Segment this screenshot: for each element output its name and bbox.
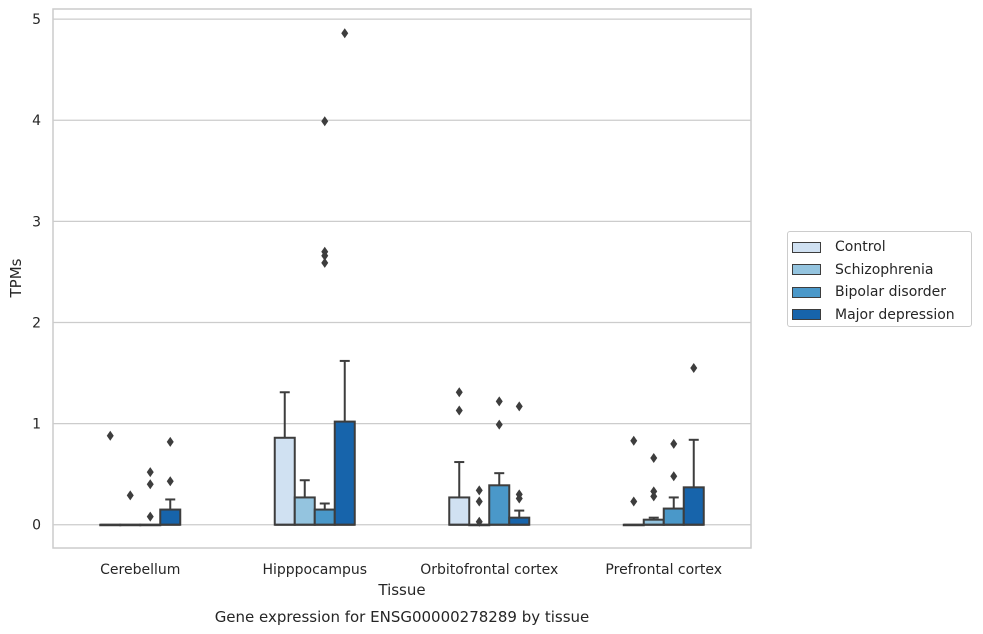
- box: [159, 508, 182, 526]
- x-axis-ticks: Cerebellum Hipppocampus Orbitofrontal cort…: [100, 562, 722, 578]
- y-tick-label: 3: [32, 214, 41, 230]
- x-tick-label: Orbitofrontal cortex: [420, 562, 558, 578]
- outlier-point: [321, 250, 329, 261]
- legend-item: Bipolar disorder: [792, 281, 971, 304]
- box: [313, 508, 336, 526]
- outlier-point: [515, 401, 523, 412]
- y-axis-ticks: 0 1 2 3 4 5: [32, 12, 41, 534]
- outlier-point: [495, 419, 503, 430]
- outlier-point: [670, 438, 678, 449]
- outlier-point: [455, 387, 463, 398]
- x-tick-label: Prefrontal cortex: [605, 562, 722, 578]
- plot-area-frame: [52, 8, 752, 549]
- y-tick-label: 1: [32, 417, 41, 433]
- outlier-point: [166, 476, 174, 487]
- outlier-point: [455, 405, 463, 416]
- outlier-point: [106, 430, 114, 441]
- outlier-point: [146, 467, 154, 478]
- y-tick-label: 5: [32, 12, 41, 28]
- box: [662, 507, 685, 526]
- outlier-point: [146, 511, 154, 522]
- legend-swatch: [792, 264, 821, 276]
- outlier-point: [475, 496, 483, 507]
- outlier-point: [515, 493, 523, 504]
- box: [293, 496, 316, 526]
- x-tick-label: Hipppocampus: [262, 562, 367, 578]
- legend-item: Control: [792, 236, 971, 259]
- legend-label: Bipolar disorder: [835, 284, 947, 301]
- box: [273, 436, 296, 526]
- box: [508, 516, 531, 526]
- outlier-point: [126, 490, 134, 501]
- box: [448, 496, 471, 526]
- outlier-point: [475, 516, 483, 527]
- box: [488, 484, 511, 526]
- y-axis-title: TPMs: [7, 258, 25, 298]
- outlier-point: [650, 486, 658, 497]
- outlier-point: [630, 496, 638, 507]
- outlier-point: [650, 452, 658, 463]
- outlier-point: [321, 116, 329, 127]
- gridlines: [53, 18, 751, 526]
- box: [682, 486, 705, 526]
- chart-caption: Gene expression for ENSG00000278289 by t…: [215, 608, 590, 626]
- outlier-point: [690, 362, 698, 373]
- outlier-point: [475, 485, 483, 496]
- legend-label: Control: [835, 239, 886, 256]
- legend-item: Major depression: [792, 304, 971, 327]
- x-tick-label: Cerebellum: [100, 562, 180, 578]
- outlier-point: [650, 491, 658, 502]
- outlier-point: [166, 436, 174, 447]
- legend-label: Major depression: [835, 306, 955, 323]
- y-tick-label: 2: [32, 315, 41, 331]
- outlier-point: [341, 28, 349, 39]
- legend-swatch: [792, 286, 821, 298]
- legend-swatch: [792, 309, 821, 321]
- box: [333, 420, 356, 526]
- legend: Control Schizophrenia Bipolar disorder Majo…: [787, 231, 972, 327]
- outlier-point: [630, 435, 638, 446]
- legend-swatch: [792, 241, 821, 253]
- outlier-point: [146, 479, 154, 490]
- legend-item: Schizophrenia: [792, 259, 971, 282]
- box-plot-marks: [99, 28, 705, 527]
- legend-label: Schizophrenia: [835, 261, 934, 278]
- outlier-point: [670, 471, 678, 482]
- outlier-point: [495, 396, 503, 407]
- x-axis-title: Tissue: [377, 581, 425, 599]
- outlier-point: [321, 257, 329, 268]
- y-tick-label: 4: [32, 113, 41, 129]
- y-tick-label: 0: [32, 518, 41, 534]
